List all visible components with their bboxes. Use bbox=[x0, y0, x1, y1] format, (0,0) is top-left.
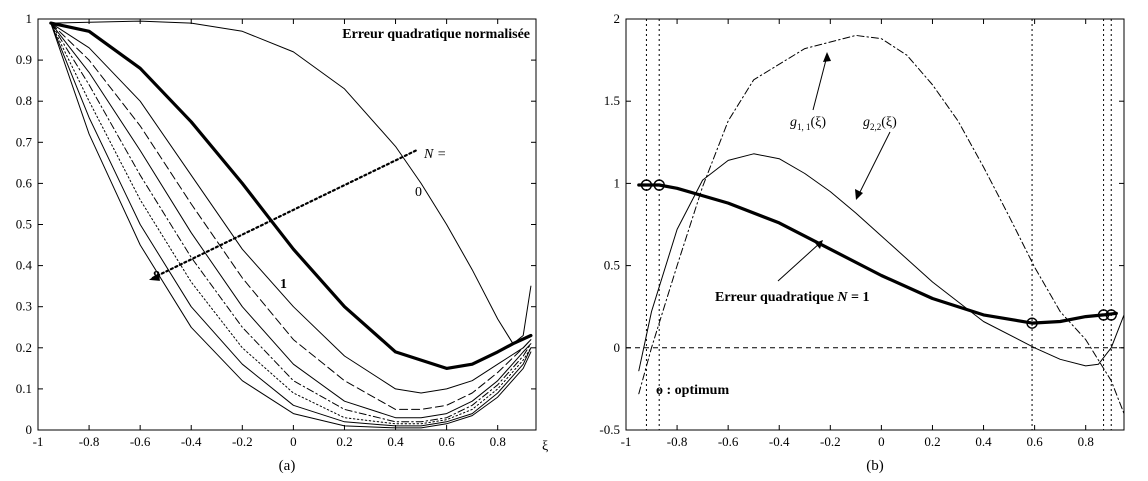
panel-a-y-tick-label-9: 0.9 bbox=[16, 52, 32, 67]
panel-a-series-2 bbox=[50, 22, 532, 394]
panel-a-y-tick-label-8: 0.8 bbox=[16, 93, 32, 108]
panel-b-series-2 bbox=[638, 153, 1125, 372]
panel-a-x-tick-label-1: -0.8 bbox=[79, 434, 100, 449]
g11-argument: (ξ) bbox=[811, 115, 827, 130]
panel-b-g11-label: g1, 1(ξ) bbox=[790, 115, 826, 132]
panel-b-g22-label: g2,2(ξ) bbox=[863, 115, 897, 132]
g22-arrow-line bbox=[857, 131, 891, 197]
g11-letter: g bbox=[790, 115, 797, 130]
panel-a-series-3 bbox=[50, 22, 532, 410]
g22-arrow-head bbox=[855, 189, 863, 200]
error-label-text: Erreur quadratique bbox=[715, 290, 837, 305]
panel-a-x-tick-label-0: -1 bbox=[33, 434, 44, 449]
panel-b-x-tick-label-7: 0.4 bbox=[975, 434, 992, 449]
panel-b-optimum-marker-4 bbox=[1105, 309, 1117, 321]
panel-b-ticks: -1 -0.8 -0.6 -0.4 -0.2 0 0.2 0.4 0.6 0.8 -0.5 0 0.5 1… bbox=[599, 11, 1124, 449]
panel-a-y-tick-label-4: 0.4 bbox=[16, 258, 33, 273]
panel-b-x-tick-label-4: -0.2 bbox=[820, 434, 841, 449]
panel-b-optimum-marker-3 bbox=[1097, 309, 1110, 321]
g22-argument: (ξ) bbox=[881, 115, 897, 130]
panel-a-x-tick-label-9: 0.8 bbox=[490, 434, 506, 449]
panel-b-x-tick-label-5: 0 bbox=[878, 434, 885, 449]
g22-letter: g bbox=[863, 115, 870, 130]
panel-b-caption: (b) bbox=[866, 458, 884, 474]
panel-a-y-tick-label-5: 0.5 bbox=[16, 217, 32, 232]
panel-a-x-tick-label-6: 0.2 bbox=[336, 434, 352, 449]
panel-a-series-4 bbox=[50, 22, 532, 419]
panel-b-series bbox=[626, 19, 1125, 430]
panel-a-series bbox=[49, 20, 533, 429]
panel-a-n-arrow-head bbox=[148, 272, 160, 281]
panel-a-ticks: -1 -0.8 -0.6 -0.4 -0.2 0 0.2 0.4 0.6 0.8 0 0.1 0.2 0.… bbox=[16, 11, 536, 449]
panel-b-optimum-marker-0 bbox=[640, 179, 653, 191]
panel-b-y-tick-label-4: 1.5 bbox=[604, 93, 620, 108]
panel-b-x-tick-label-1: -0.8 bbox=[667, 434, 688, 449]
error-arrow-line bbox=[777, 242, 821, 282]
panel-b-optimum-marker-2 bbox=[1026, 317, 1038, 329]
panel-a-series-6 bbox=[50, 22, 532, 425]
panel-a-y-tick-label-0: 0 bbox=[26, 422, 33, 437]
error-arrow-head bbox=[815, 240, 823, 249]
panel-b-x-tick-label-3: -0.4 bbox=[769, 434, 790, 449]
panel-b-x-tick-label-9: 0.8 bbox=[1078, 434, 1094, 449]
g22-subscript: 2,2 bbox=[870, 122, 881, 132]
panel-b-error-label: Erreur quadratique N = 1 bbox=[715, 290, 870, 305]
panel-a-series-1 bbox=[49, 21, 533, 370]
panel-a: -1 -0.8 -0.6 -0.4 -0.2 0 0.2 0.4 0.6 0.8 0 0.1 0.2 0.… bbox=[16, 11, 549, 474]
panel-a-y-tick-label-10: 1 bbox=[26, 11, 33, 26]
panel-b-optimum-legend: o : optimum bbox=[656, 383, 729, 398]
panel-a-y-tick-label-6: 0.6 bbox=[16, 175, 33, 190]
panel-a-caption: (a) bbox=[279, 458, 296, 474]
panel-a-series-5 bbox=[50, 22, 532, 423]
panel-a-x-tick-label-3: -0.4 bbox=[181, 434, 202, 449]
panel-a-series-0 bbox=[50, 20, 532, 345]
panel-a-n1-label: 1 bbox=[280, 277, 287, 292]
panel-b-y-tick-label-3: 1 bbox=[614, 175, 621, 190]
panel-a-x-tick-label-7: 0.4 bbox=[387, 434, 404, 449]
panel-b: -1 -0.8 -0.6 -0.4 -0.2 0 0.2 0.4 0.6 0.8 -0.5 0 0.5 1… bbox=[599, 11, 1125, 474]
panel-a-n8-label: 8 bbox=[153, 269, 160, 284]
panel-b-x-tick-label-6: 0.2 bbox=[924, 434, 940, 449]
g11-arrow-line bbox=[812, 55, 828, 111]
panel-a-y-tick-label-7: 0.7 bbox=[16, 134, 33, 149]
g11-arrow-head bbox=[823, 52, 831, 62]
panel-b-optimum-marker-1 bbox=[653, 179, 665, 191]
panel-b-x-tick-label-0: -1 bbox=[621, 434, 632, 449]
panel-a-series-7 bbox=[50, 22, 532, 427]
panel-a-plot-frame bbox=[37, 18, 537, 431]
panel-a-y-tick-label-1: 0.1 bbox=[16, 381, 32, 396]
panel-a-title: Erreur quadratique normalisée bbox=[342, 27, 530, 42]
panel-b-series-0 bbox=[637, 183, 1118, 325]
panel-a-y-tick-label-3: 0.3 bbox=[16, 299, 32, 314]
error-label-eq: = 1 bbox=[848, 290, 870, 305]
panel-a-x-tick-label-4: -0.2 bbox=[232, 434, 253, 449]
panel-a-series-8 bbox=[50, 22, 532, 429]
error-label-n: N bbox=[836, 290, 848, 305]
panel-b-plot-frame bbox=[625, 18, 1125, 431]
panel-b-x-tick-label-8: 0.6 bbox=[1026, 434, 1043, 449]
g11-subscript: 1, 1 bbox=[797, 122, 811, 132]
panel-a-xlabel: ξ bbox=[542, 439, 548, 454]
panel-a-n0-label: 0 bbox=[415, 185, 422, 200]
panel-b-series-1 bbox=[638, 34, 1125, 415]
panel-b-y-tick-label-2: 0.5 bbox=[604, 258, 620, 273]
panel-a-x-tick-label-2: -0.6 bbox=[130, 434, 151, 449]
panel-a-series-9 bbox=[151, 149, 418, 279]
panel-a-x-tick-label-5: 0 bbox=[290, 434, 297, 449]
panel-a-n-label: N = bbox=[423, 147, 446, 162]
panel-b-y-tick-label-5: 2 bbox=[614, 11, 621, 26]
panel-b-x-tick-label-2: -0.6 bbox=[718, 434, 739, 449]
panel-b-y-tick-label-0: -0.5 bbox=[599, 422, 620, 437]
panel-a-x-tick-label-8: 0.6 bbox=[438, 434, 455, 449]
panel-a-y-tick-label-2: 0.2 bbox=[16, 340, 32, 355]
panel-b-y-tick-label-1: 0 bbox=[614, 340, 621, 355]
